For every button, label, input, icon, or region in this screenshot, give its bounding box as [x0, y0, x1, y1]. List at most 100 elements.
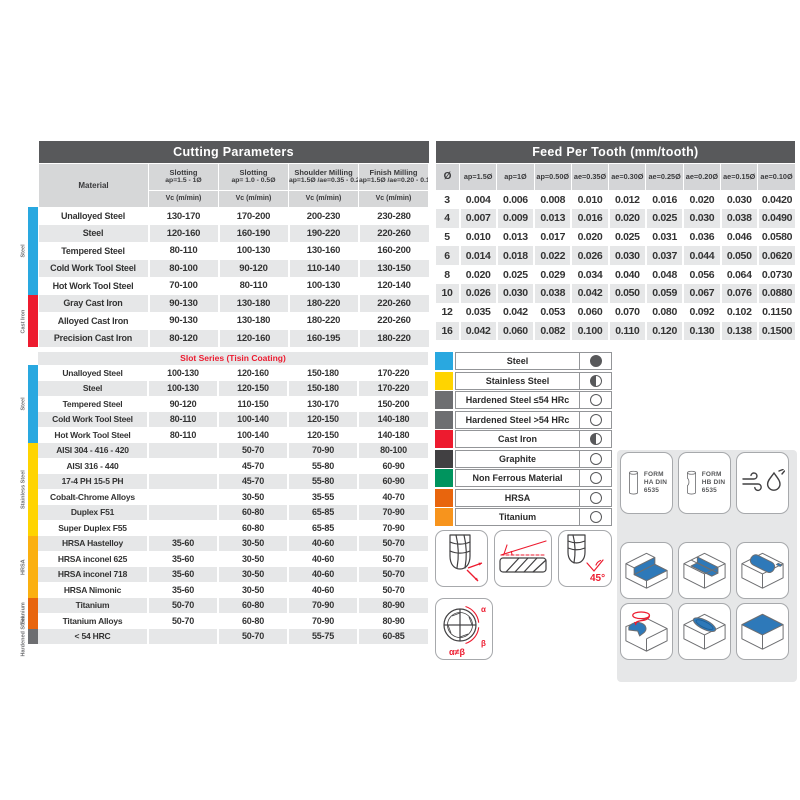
value-cell: 65-85	[287, 520, 358, 536]
value-cell: 150-180	[287, 380, 358, 396]
value-cell: 80-100	[357, 442, 428, 458]
suitability-indicator	[589, 355, 602, 367]
value-cell: 30-50	[217, 535, 288, 551]
table-row: Precision Cast Iron 80-120 120-160 160-1…	[38, 329, 429, 347]
feed-value-cell: 0.037	[644, 246, 684, 266]
feed-row: 12 0.035 0.042 0.053 0.060 0.070 0.080 0…	[436, 302, 796, 322]
material-cell: Tempered Steel	[61, 245, 125, 256]
value-cell: 30-50	[217, 489, 288, 505]
suitability-indicator	[589, 374, 602, 387]
face-milling-icon	[741, 613, 784, 650]
value-cell: 30-50	[217, 551, 288, 567]
value-cell: 55-80	[287, 473, 358, 489]
value-cell: 50-70	[147, 613, 218, 629]
feed-value-cell: 0.080	[644, 302, 684, 322]
material-group-color-bar	[28, 365, 38, 443]
value-cell: 120-160	[217, 365, 288, 381]
feed-column-header: ae=0.15Ø	[720, 162, 759, 191]
suitability-indicator	[589, 472, 602, 484]
table-row: Titanium 50-70 60-80 70-90 80-90	[38, 597, 428, 613]
feed-row: 4 0.007 0.009 0.013 0.016 0.020 0.025 0.…	[435, 208, 796, 228]
diameter-cell: 6	[444, 249, 450, 262]
feed-value-cell: 0.020	[458, 265, 497, 284]
feed-column-header: ae=0.25Ø	[645, 162, 684, 191]
feed-value-cell: 0.013	[533, 208, 572, 228]
diameter-column-header: Ø	[435, 162, 460, 191]
feed-value-cell: 0.1500	[756, 321, 796, 341]
value-cell	[147, 489, 218, 505]
endmill-45deg-icon: 45°	[567, 533, 605, 584]
table-row: Cobalt-Chrome Alloys 30-50 35-55 40-70	[38, 489, 428, 505]
feed-value-cell: 0.0420	[756, 190, 796, 209]
legend-label: Stainless Steel	[455, 371, 580, 390]
material-group-label: Hardened Steel	[20, 616, 27, 657]
legend-item: Stainless Steel	[435, 371, 612, 390]
feed-value-cell: 0.0580	[756, 227, 796, 247]
diameter-cell: 4	[444, 212, 450, 225]
value-cell: 60-85	[357, 628, 428, 644]
suitability-indicator	[589, 413, 602, 426]
table-row: HRSA inconel 625 35-60 30-50 40-60 50-70	[38, 551, 428, 567]
air-coolant-icon	[741, 469, 785, 492]
feed-column-header: ae=0.20Ø	[682, 162, 722, 191]
feed-value-cell: 0.020	[607, 208, 646, 228]
air-coolant-box	[736, 452, 789, 514]
feed-value-cell: 0.022	[533, 246, 572, 266]
feed-value-cell: 0.030	[495, 283, 535, 303]
shank-form-hb-label: FORM HB DIN 6535	[702, 471, 726, 494]
value-cell: 80-100	[147, 259, 219, 277]
legend-indicator-cell	[580, 508, 612, 526]
material-group-label: Cast Iron	[20, 308, 27, 333]
value-cell: 50-70	[147, 597, 218, 613]
value-cell: 170-200	[217, 207, 289, 225]
table-row: Alloyed Cast Iron 90-130 130-180 180-220…	[39, 312, 429, 330]
value-cell: 55-80	[287, 458, 358, 474]
column-title: Slotting	[169, 167, 198, 177]
value-cell: 60-90	[357, 458, 428, 474]
value-cell: 110-150	[217, 396, 288, 412]
material-color-chip	[435, 391, 453, 409]
legend-item: Hardened Steel ≤54 HRc	[435, 391, 612, 409]
feed-value-cell: 0.012	[607, 190, 646, 209]
legend-label: HRSA	[455, 488, 580, 507]
value-cell: 50-70	[357, 582, 428, 598]
feed-value-cell: 0.025	[495, 265, 535, 284]
value-cell	[147, 628, 218, 644]
column-range: ap=1.5 - 1Ø	[165, 176, 202, 184]
value-cell: 160-200	[357, 242, 429, 260]
alpha-label: α	[481, 605, 486, 614]
form-label-line: FORM	[643, 471, 664, 479]
feed-value-cell: 0.0880	[756, 283, 796, 303]
feed-value-cell: 0.017	[533, 227, 572, 247]
feed-value-cell: 0.048	[644, 265, 684, 284]
diameter-cell: 10	[441, 287, 453, 300]
legend-item: Cast Iron	[435, 430, 612, 448]
feed-value-cell: 0.070	[607, 302, 646, 322]
value-cell: 140-180	[357, 427, 428, 443]
feed-value-cell: 0.0620	[756, 246, 796, 266]
feed-value-cell: 0.029	[533, 265, 572, 284]
material-color-chip	[435, 449, 453, 468]
material-group: Steel	[20, 207, 38, 295]
feed-value-cell: 0.007	[458, 208, 497, 228]
endmill-helix-box	[494, 530, 552, 587]
feed-value-cell: 0.138	[719, 321, 758, 341]
column-range: ap=1.5Ø /ae=0.35 - 0.20Ø	[289, 176, 358, 184]
feed-value-cell: 0.018	[495, 246, 535, 266]
unit-cell: Vc (m/min)	[218, 189, 289, 208]
value-cell: 130-150	[357, 259, 429, 277]
legend-item: HRSA	[435, 488, 612, 507]
material-cell: Tempered Steel	[62, 398, 123, 409]
value-cell: 180-220	[287, 294, 359, 312]
oval-pocket-icon	[683, 613, 726, 650]
feed-value-cell: 0.020	[570, 227, 609, 247]
feed-value-cell: 0.026	[570, 246, 609, 266]
table-row: AISI 316 - 440 45-70 55-80 60-90	[38, 458, 428, 474]
value-cell	[147, 520, 218, 536]
value-cell: 120-150	[217, 380, 288, 396]
material-cell: Alloyed Cast Iron	[57, 315, 129, 326]
shank-form-ha-box: FORM HA DIN 6535	[620, 452, 673, 514]
material-group: Stainless Steel	[20, 442, 38, 536]
value-cell: 200-230	[287, 207, 359, 225]
suitability-indicator	[589, 511, 602, 523]
